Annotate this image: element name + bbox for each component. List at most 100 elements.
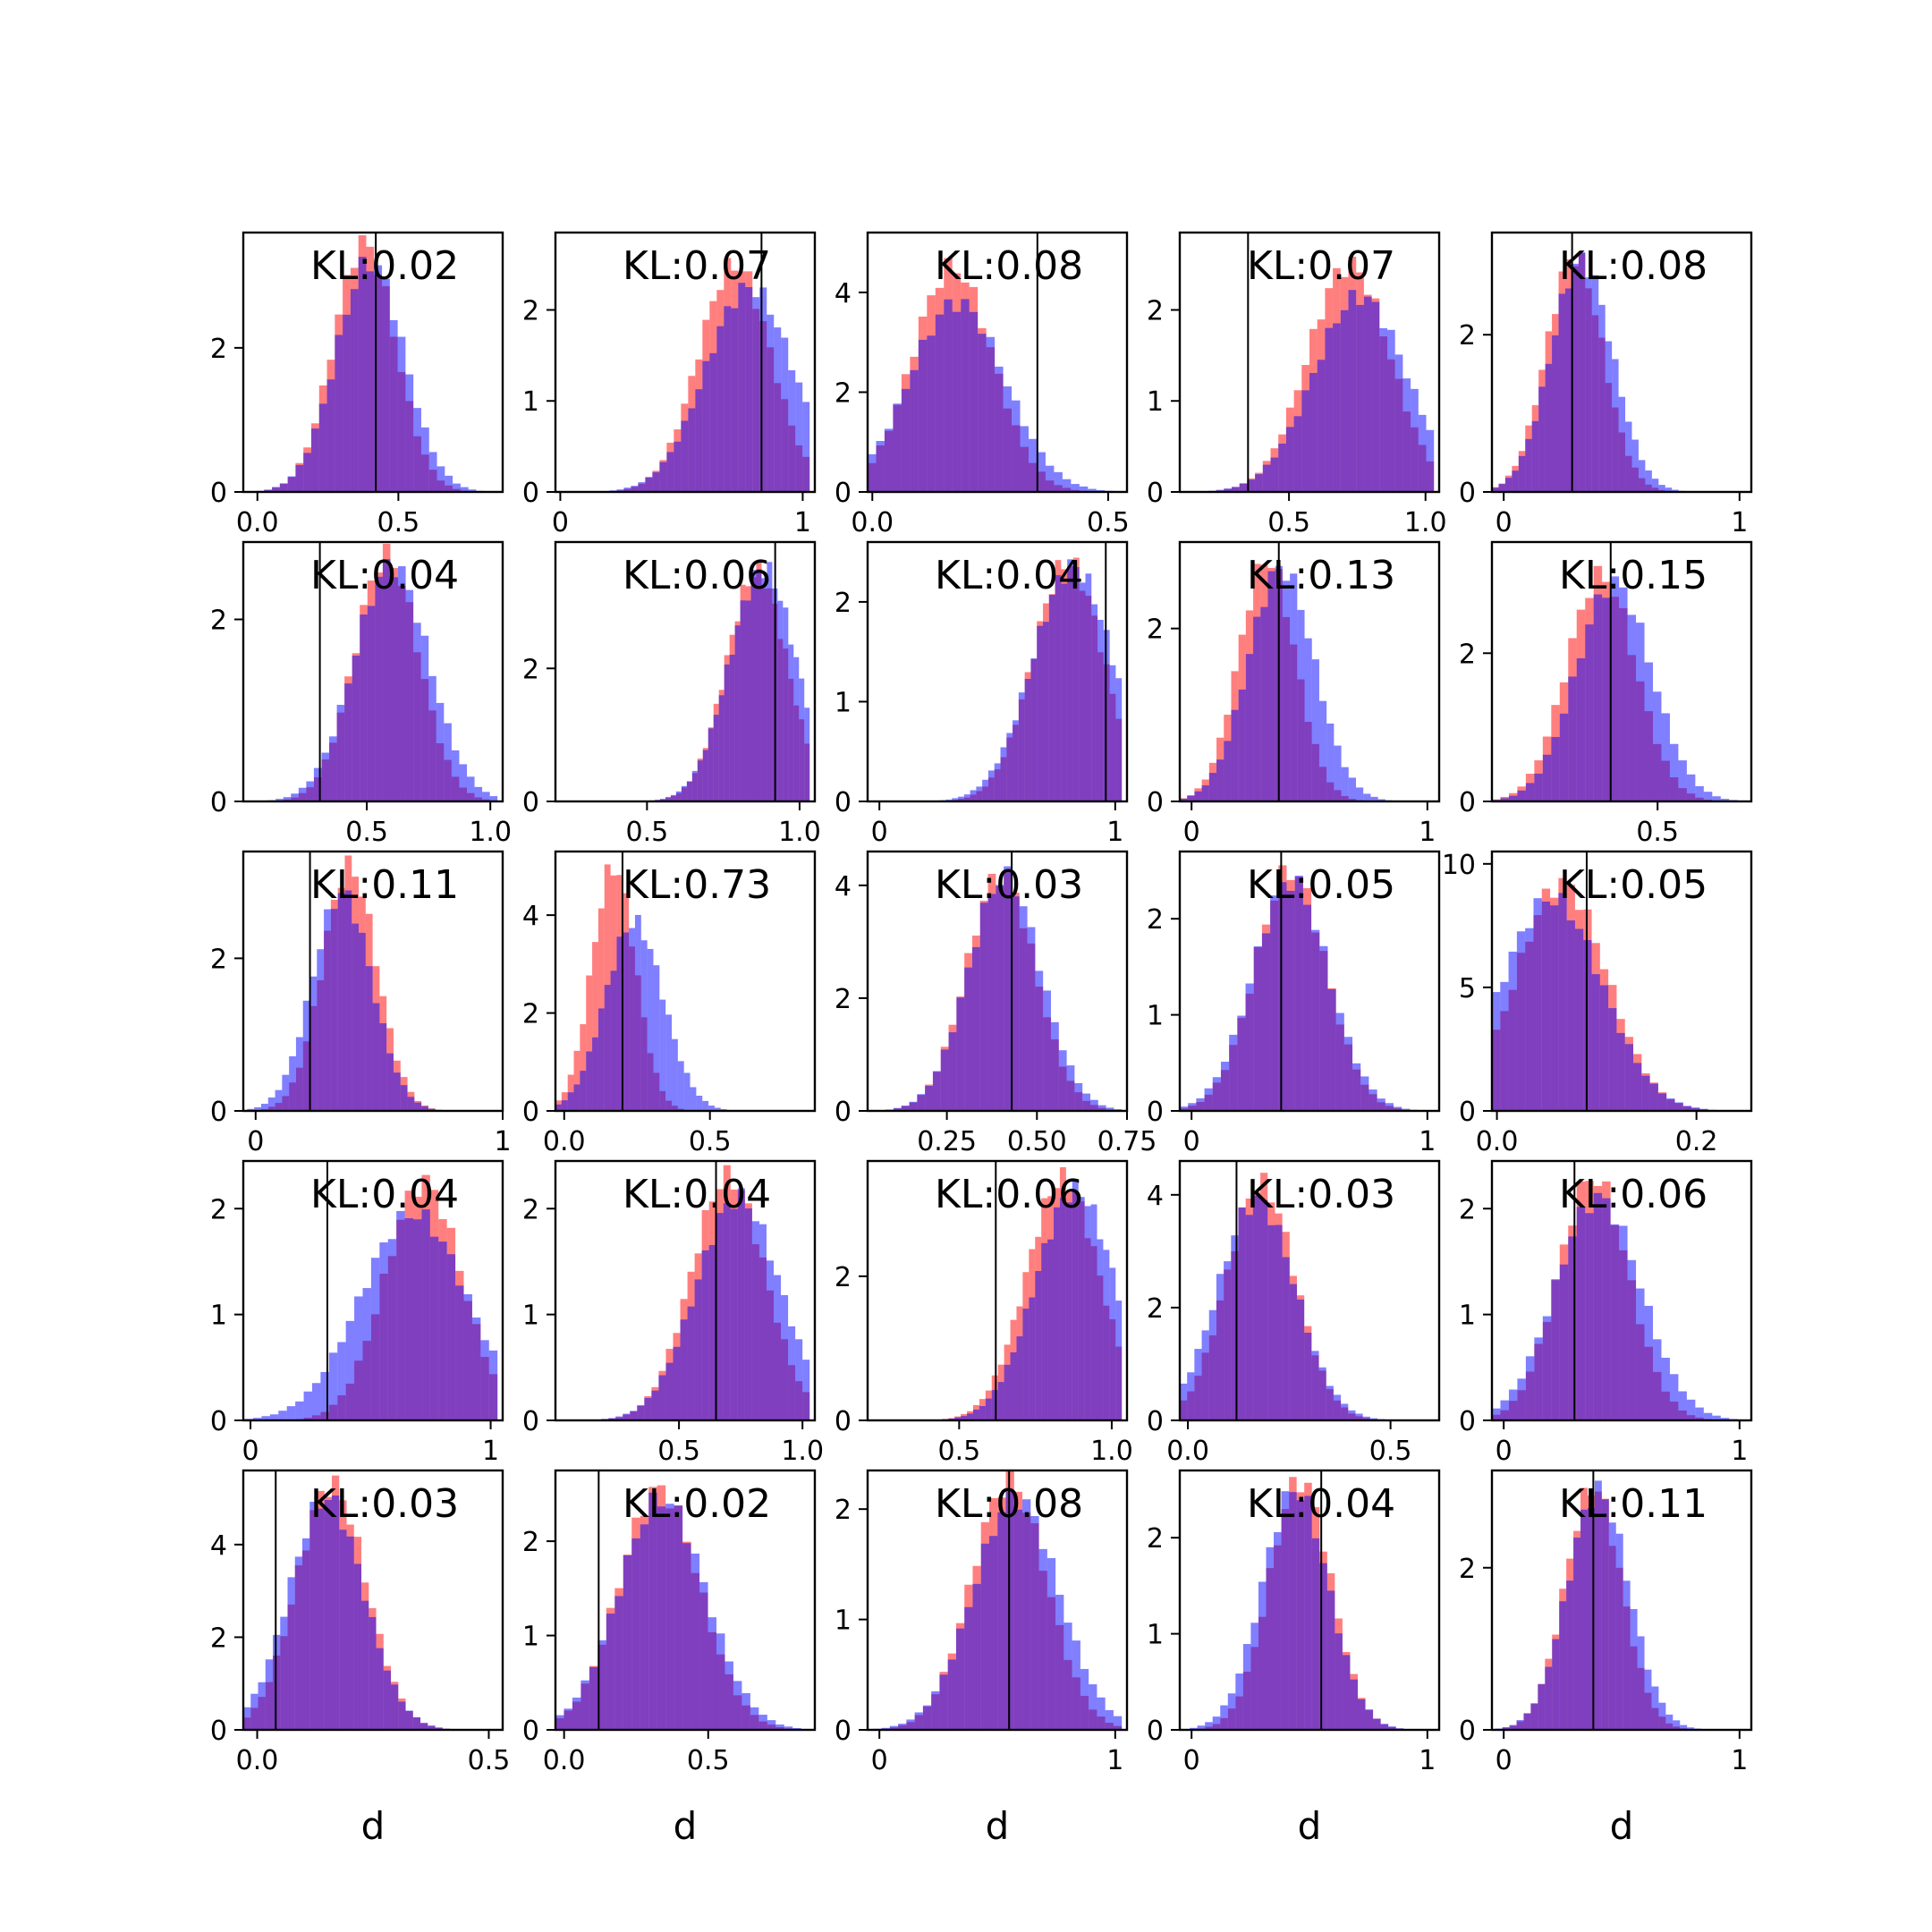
bar-series-b xyxy=(683,1072,691,1111)
bar-series-b xyxy=(731,308,739,492)
bar-series-b xyxy=(1508,795,1518,801)
bar-series-b xyxy=(665,1362,674,1420)
panel-23: 0 1 0 1 2 KL:0.08 d xyxy=(835,1469,1129,1848)
bar-series-b xyxy=(1616,1032,1625,1111)
bar-series-b xyxy=(991,1390,998,1420)
bar-series-b xyxy=(1296,1500,1305,1730)
bar-series-b xyxy=(1325,327,1334,492)
bar-series-b xyxy=(1574,928,1584,1111)
y-tick-label: 2 xyxy=(835,377,852,409)
bar-series-b xyxy=(1652,691,1662,801)
bar-series-b xyxy=(1591,275,1599,492)
bar-series-b xyxy=(1411,388,1419,492)
x-tick-label: 1.0 xyxy=(1404,507,1447,538)
panel-4: 0.5 1.0 0 1 2 KL:0.07 xyxy=(1147,231,1447,538)
bar-series-b xyxy=(1317,360,1326,492)
bar-series-b xyxy=(1598,304,1606,492)
bar-series-b xyxy=(1229,1034,1238,1111)
bar-series-b xyxy=(1576,657,1586,801)
bar-series-b xyxy=(1050,1021,1059,1111)
x-tick-label: 0.5 xyxy=(937,1436,980,1467)
bar-series-b xyxy=(775,1724,784,1730)
bar-series-b xyxy=(267,1097,275,1111)
bar-series-b xyxy=(804,708,810,801)
bar-series-b xyxy=(336,705,345,801)
bar-series-b xyxy=(1180,1383,1188,1420)
bar-series-b xyxy=(445,475,453,492)
bar-series-b xyxy=(264,489,273,492)
panel-8: 0 1 0 1 2 KL:0.04 xyxy=(835,540,1129,848)
bar-series-b xyxy=(1678,760,1687,801)
bar-series-b xyxy=(313,767,322,801)
bar-series-b xyxy=(302,1538,310,1730)
panel-15: 0.0 0.2 0 5 10 KL:0.05 xyxy=(1442,850,1753,1157)
bar-series-b xyxy=(298,787,307,801)
bar-series-b xyxy=(370,1258,380,1420)
bar-series-b xyxy=(1385,1103,1394,1111)
bar-series-b xyxy=(1197,1725,1206,1730)
bar-series-b xyxy=(1115,1301,1123,1420)
bar-series-b xyxy=(1593,1192,1603,1420)
bar-series-b xyxy=(1286,890,1295,1111)
bar-series-b xyxy=(1333,1394,1342,1420)
bar-series-b xyxy=(681,785,687,801)
plot-area xyxy=(649,542,810,801)
bar-series-b xyxy=(1109,665,1116,801)
bar-series-b xyxy=(1377,799,1385,801)
bar-series-b xyxy=(702,750,708,801)
bar-series-b xyxy=(311,1383,321,1420)
bar-series-b xyxy=(451,750,460,801)
bar-series-b xyxy=(1285,427,1294,492)
y-tick-label: 2 xyxy=(835,1262,852,1293)
bar-series-b xyxy=(1201,785,1209,801)
y-tick-label: 1 xyxy=(210,1301,227,1332)
x-tick-label: 0.75 xyxy=(1097,1126,1157,1157)
bar-series-b xyxy=(795,1339,803,1420)
bar-series-b xyxy=(275,1089,283,1111)
bar-series-b xyxy=(1242,1644,1251,1730)
bar-series-b xyxy=(282,1074,290,1111)
bar-series-b xyxy=(1030,658,1038,801)
bar-series-b xyxy=(1363,296,1372,492)
bar-series-b xyxy=(989,1536,998,1730)
bar-series-b xyxy=(901,388,911,492)
axes-frame xyxy=(1490,231,1753,494)
bar-series-b xyxy=(1274,1531,1282,1730)
bar-series-b xyxy=(640,1524,649,1730)
bar-series-b xyxy=(1266,1546,1275,1730)
panel-18: 0.5 1.0 0 2 KL:0.06 xyxy=(835,1159,1133,1467)
bar-series-b xyxy=(694,1279,702,1420)
bar-series-b xyxy=(1672,489,1679,492)
bar-series-b xyxy=(1212,1716,1221,1730)
bar-series-b xyxy=(337,1342,346,1420)
bar-series-b xyxy=(610,970,617,1111)
bar-series-b xyxy=(1080,1668,1089,1730)
bar-series-b xyxy=(1352,1063,1361,1111)
bar-series-b xyxy=(1665,1714,1674,1730)
bar-series-b xyxy=(1326,723,1335,801)
bar-series-b xyxy=(1498,484,1505,492)
x-tick-label: 1 xyxy=(494,1126,511,1157)
bar-series-b xyxy=(379,1242,388,1420)
bar-series-b xyxy=(280,1616,288,1730)
bar-series-b xyxy=(1282,580,1291,801)
axes-frame xyxy=(554,1159,817,1422)
bar-series-b xyxy=(1638,460,1646,492)
bar-series-b xyxy=(1267,571,1275,801)
bar-series-b xyxy=(1678,1391,1687,1420)
bar-series-b xyxy=(1275,1224,1283,1420)
bar-series-b xyxy=(1224,1261,1232,1420)
y-tick-label: 0 xyxy=(835,478,852,509)
bar-series-b xyxy=(631,1538,640,1730)
bar-series-b xyxy=(767,1720,776,1730)
kl-annotation: KL:0.08 xyxy=(935,1481,1083,1527)
axes-frame xyxy=(866,231,1129,494)
bar-series-b xyxy=(1196,1097,1205,1111)
bar-series-b xyxy=(606,1614,615,1730)
bar-series-b xyxy=(954,1417,962,1420)
y-tick-label: 0 xyxy=(210,1406,227,1437)
bar-series-b xyxy=(701,1250,709,1420)
x-axis-label: d xyxy=(1610,1804,1634,1848)
kl-annotation: KL:0.04 xyxy=(310,1172,459,1217)
kl-annotation: KL:0.08 xyxy=(1559,243,1707,289)
